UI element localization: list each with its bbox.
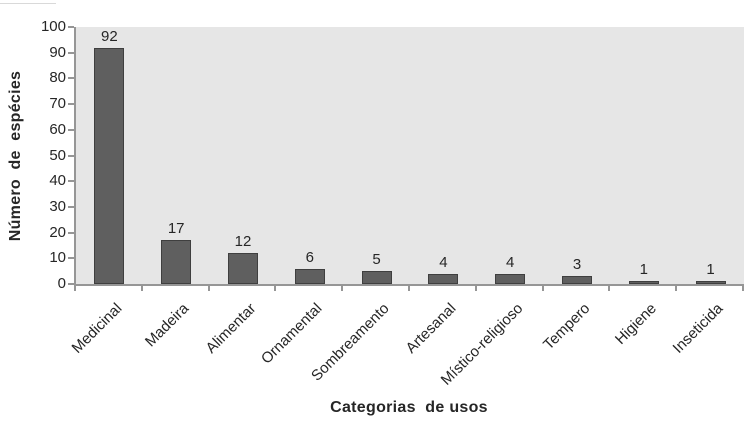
y-tick-mark [68, 103, 74, 106]
x-category-label-text: Higiene [611, 300, 660, 348]
bar [628, 281, 659, 284]
y-tick-label: 30 [49, 197, 66, 215]
bar [695, 281, 726, 284]
x-tick-mark [541, 286, 544, 291]
y-tick-mark [68, 257, 74, 260]
bar-value-label: 1 [639, 261, 648, 279]
y-tick-label: 20 [49, 223, 66, 241]
bar-value-label: 92 [101, 27, 118, 45]
bar [161, 240, 192, 284]
x-category-label-text: Madeira [141, 300, 193, 351]
x-category-label-text: Medicinal [68, 300, 126, 357]
y-tick-label: 50 [49, 146, 66, 164]
bar-value-label: 1 [706, 261, 715, 279]
x-tick-mark [408, 286, 410, 291]
bar-value-label: 12 [234, 233, 252, 251]
x-tick-mark [274, 286, 277, 291]
bar-value-label: 17 [167, 220, 185, 238]
x-tick-mark [74, 286, 76, 291]
y-tick-mark [68, 77, 74, 80]
y-tick-label: 80 [49, 69, 66, 87]
x-tick-mark [207, 286, 210, 291]
y-tick-mark [68, 26, 74, 28]
y-tick-label: 90 [49, 43, 66, 61]
y-tick-label: 100 [40, 18, 66, 35]
bar [228, 253, 258, 284]
bar-value-label: 6 [305, 248, 314, 266]
bar-value-label: 3 [572, 256, 582, 274]
y-tick-mark [68, 231, 74, 234]
x-tick-mark [341, 286, 344, 291]
y-tick-label: 40 [49, 172, 66, 190]
y-tick-mark [68, 128, 74, 131]
x-axis-title: Categorias de usos [330, 399, 488, 416]
bar [495, 273, 526, 284]
y-tick-mark [68, 154, 74, 157]
y-tick-label: 60 [49, 120, 66, 138]
bar [361, 271, 392, 284]
x-category-label-text: Artesanal [402, 300, 460, 357]
bar-value-label: 4 [506, 253, 515, 271]
bar [94, 47, 125, 284]
x-tick-mark [474, 286, 477, 291]
x-tick-mark [608, 286, 611, 291]
cropped-border-fragment [0, 3, 56, 4]
x-category-label-text: Tempero [539, 300, 594, 354]
y-tick-mark [68, 283, 74, 285]
x-tick-mark [675, 286, 678, 291]
bar [294, 268, 325, 284]
y-tick-label: 70 [49, 95, 66, 113]
x-tick-mark [742, 286, 744, 291]
y-tick-label: 10 [49, 249, 66, 267]
y-tick-mark [68, 180, 74, 183]
x-tick-mark [140, 286, 143, 291]
y-tick-mark [68, 205, 74, 208]
y-tick-label: 0 [57, 275, 66, 292]
x-category-label-text: Alimentar [202, 300, 260, 357]
bar [562, 276, 592, 284]
y-tick-mark [68, 51, 74, 54]
x-category-label-text: Inseticida [669, 300, 727, 357]
bar-value-label: 4 [439, 253, 448, 271]
bar [428, 273, 459, 284]
bar-value-label: 5 [372, 251, 381, 269]
x-category-label-text: Ornamental [258, 300, 326, 368]
